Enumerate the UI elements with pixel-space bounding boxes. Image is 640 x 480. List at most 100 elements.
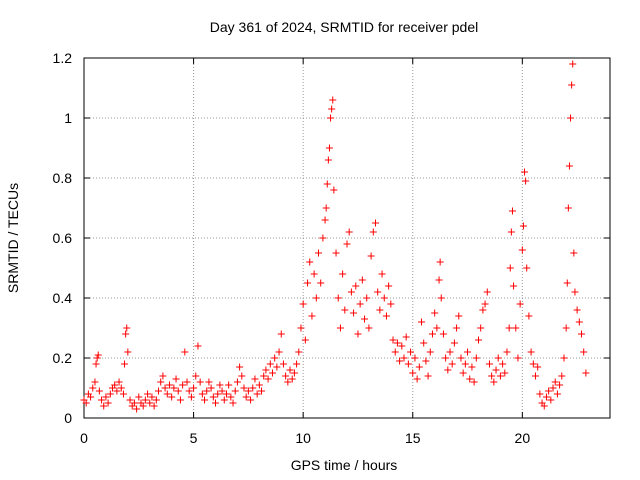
data-point: [369, 228, 377, 236]
grid-lines: [84, 58, 610, 418]
data-point: [363, 294, 371, 302]
data-point: [536, 390, 544, 398]
data-point: [201, 396, 209, 404]
data-point: [273, 363, 281, 371]
data-point: [174, 387, 182, 395]
data-point: [329, 96, 337, 104]
x-tick-label: 10: [295, 430, 311, 446]
data-point: [418, 318, 426, 326]
data-point: [301, 336, 309, 344]
data-point: [422, 357, 430, 365]
data-point: [121, 360, 129, 368]
data-point: [545, 387, 553, 395]
data-point: [282, 372, 290, 380]
data-point: [562, 324, 570, 332]
data-point: [347, 288, 355, 296]
data-point: [139, 402, 147, 410]
data-point: [89, 384, 97, 392]
data-point: [238, 372, 246, 380]
data-point: [284, 378, 292, 386]
data-point: [505, 324, 513, 332]
data-point: [251, 375, 259, 383]
data-point: [413, 375, 421, 383]
data-point: [352, 282, 360, 290]
data-point: [551, 378, 559, 386]
data-point: [271, 354, 279, 362]
data-point: [387, 300, 395, 308]
data-point: [534, 363, 542, 371]
chart-title: Day 361 of 2024, SRMTID for receiver pde…: [210, 19, 478, 35]
data-point: [203, 387, 211, 395]
data-point: [396, 357, 404, 365]
data-point: [459, 369, 467, 377]
data-point: [212, 399, 219, 407]
data-point: [190, 384, 198, 392]
data-point: [126, 396, 134, 404]
data-points: [80, 60, 590, 413]
data-point: [117, 384, 125, 392]
data-point: [479, 306, 487, 314]
data-point: [336, 324, 344, 332]
data-point: [569, 60, 577, 68]
data-point: [409, 369, 417, 377]
data-point: [332, 249, 340, 257]
data-point: [358, 276, 366, 284]
data-point: [428, 330, 436, 338]
data-point: [439, 330, 447, 338]
data-point: [144, 390, 152, 398]
data-point: [106, 390, 114, 398]
data-point: [339, 270, 347, 278]
x-tick-label: 15: [405, 430, 421, 446]
data-point: [503, 348, 511, 356]
data-point: [242, 393, 250, 401]
data-point: [420, 339, 428, 347]
data-point: [258, 387, 266, 395]
data-point: [571, 288, 579, 296]
data-point: [113, 387, 121, 395]
data-point: [240, 384, 248, 392]
data-point: [453, 324, 461, 332]
data-point: [95, 387, 103, 395]
data-point: [508, 207, 516, 215]
data-point: [374, 288, 382, 296]
y-tick-label: 0.4: [53, 290, 73, 306]
data-point: [391, 348, 399, 356]
data-point: [525, 312, 533, 320]
y-axis-label: SRMTID / TECUs: [5, 183, 21, 293]
data-point: [170, 384, 178, 392]
data-point: [231, 387, 239, 395]
data-point: [506, 264, 514, 272]
data-point: [148, 393, 156, 401]
data-point: [321, 216, 329, 224]
data-point: [529, 360, 537, 368]
data-point: [236, 363, 244, 371]
data-point: [194, 342, 202, 350]
data-point: [485, 360, 493, 368]
data-point: [150, 402, 158, 410]
data-point: [488, 372, 496, 380]
data-point: [442, 354, 450, 362]
x-tick-labels: 0 5 10 15 20: [80, 430, 530, 446]
data-point: [124, 348, 132, 356]
data-point: [264, 375, 272, 383]
data-point: [466, 375, 474, 383]
data-point: [461, 360, 469, 368]
data-point: [275, 348, 283, 356]
data-point: [324, 156, 332, 164]
data-point: [317, 279, 325, 287]
x-tick-label: 5: [190, 430, 198, 446]
data-point: [185, 387, 193, 395]
data-point: [365, 324, 373, 332]
data-point: [516, 300, 524, 308]
data-point: [433, 324, 441, 332]
data-point: [354, 330, 362, 338]
data-point: [102, 393, 110, 401]
data-point: [514, 354, 522, 362]
data-point: [295, 348, 303, 356]
y-tick-label: 0.6: [53, 230, 73, 246]
data-point: [123, 324, 131, 332]
data-point: [472, 354, 480, 362]
data-point: [444, 366, 452, 374]
data-point: [356, 300, 364, 308]
data-point: [325, 144, 333, 152]
